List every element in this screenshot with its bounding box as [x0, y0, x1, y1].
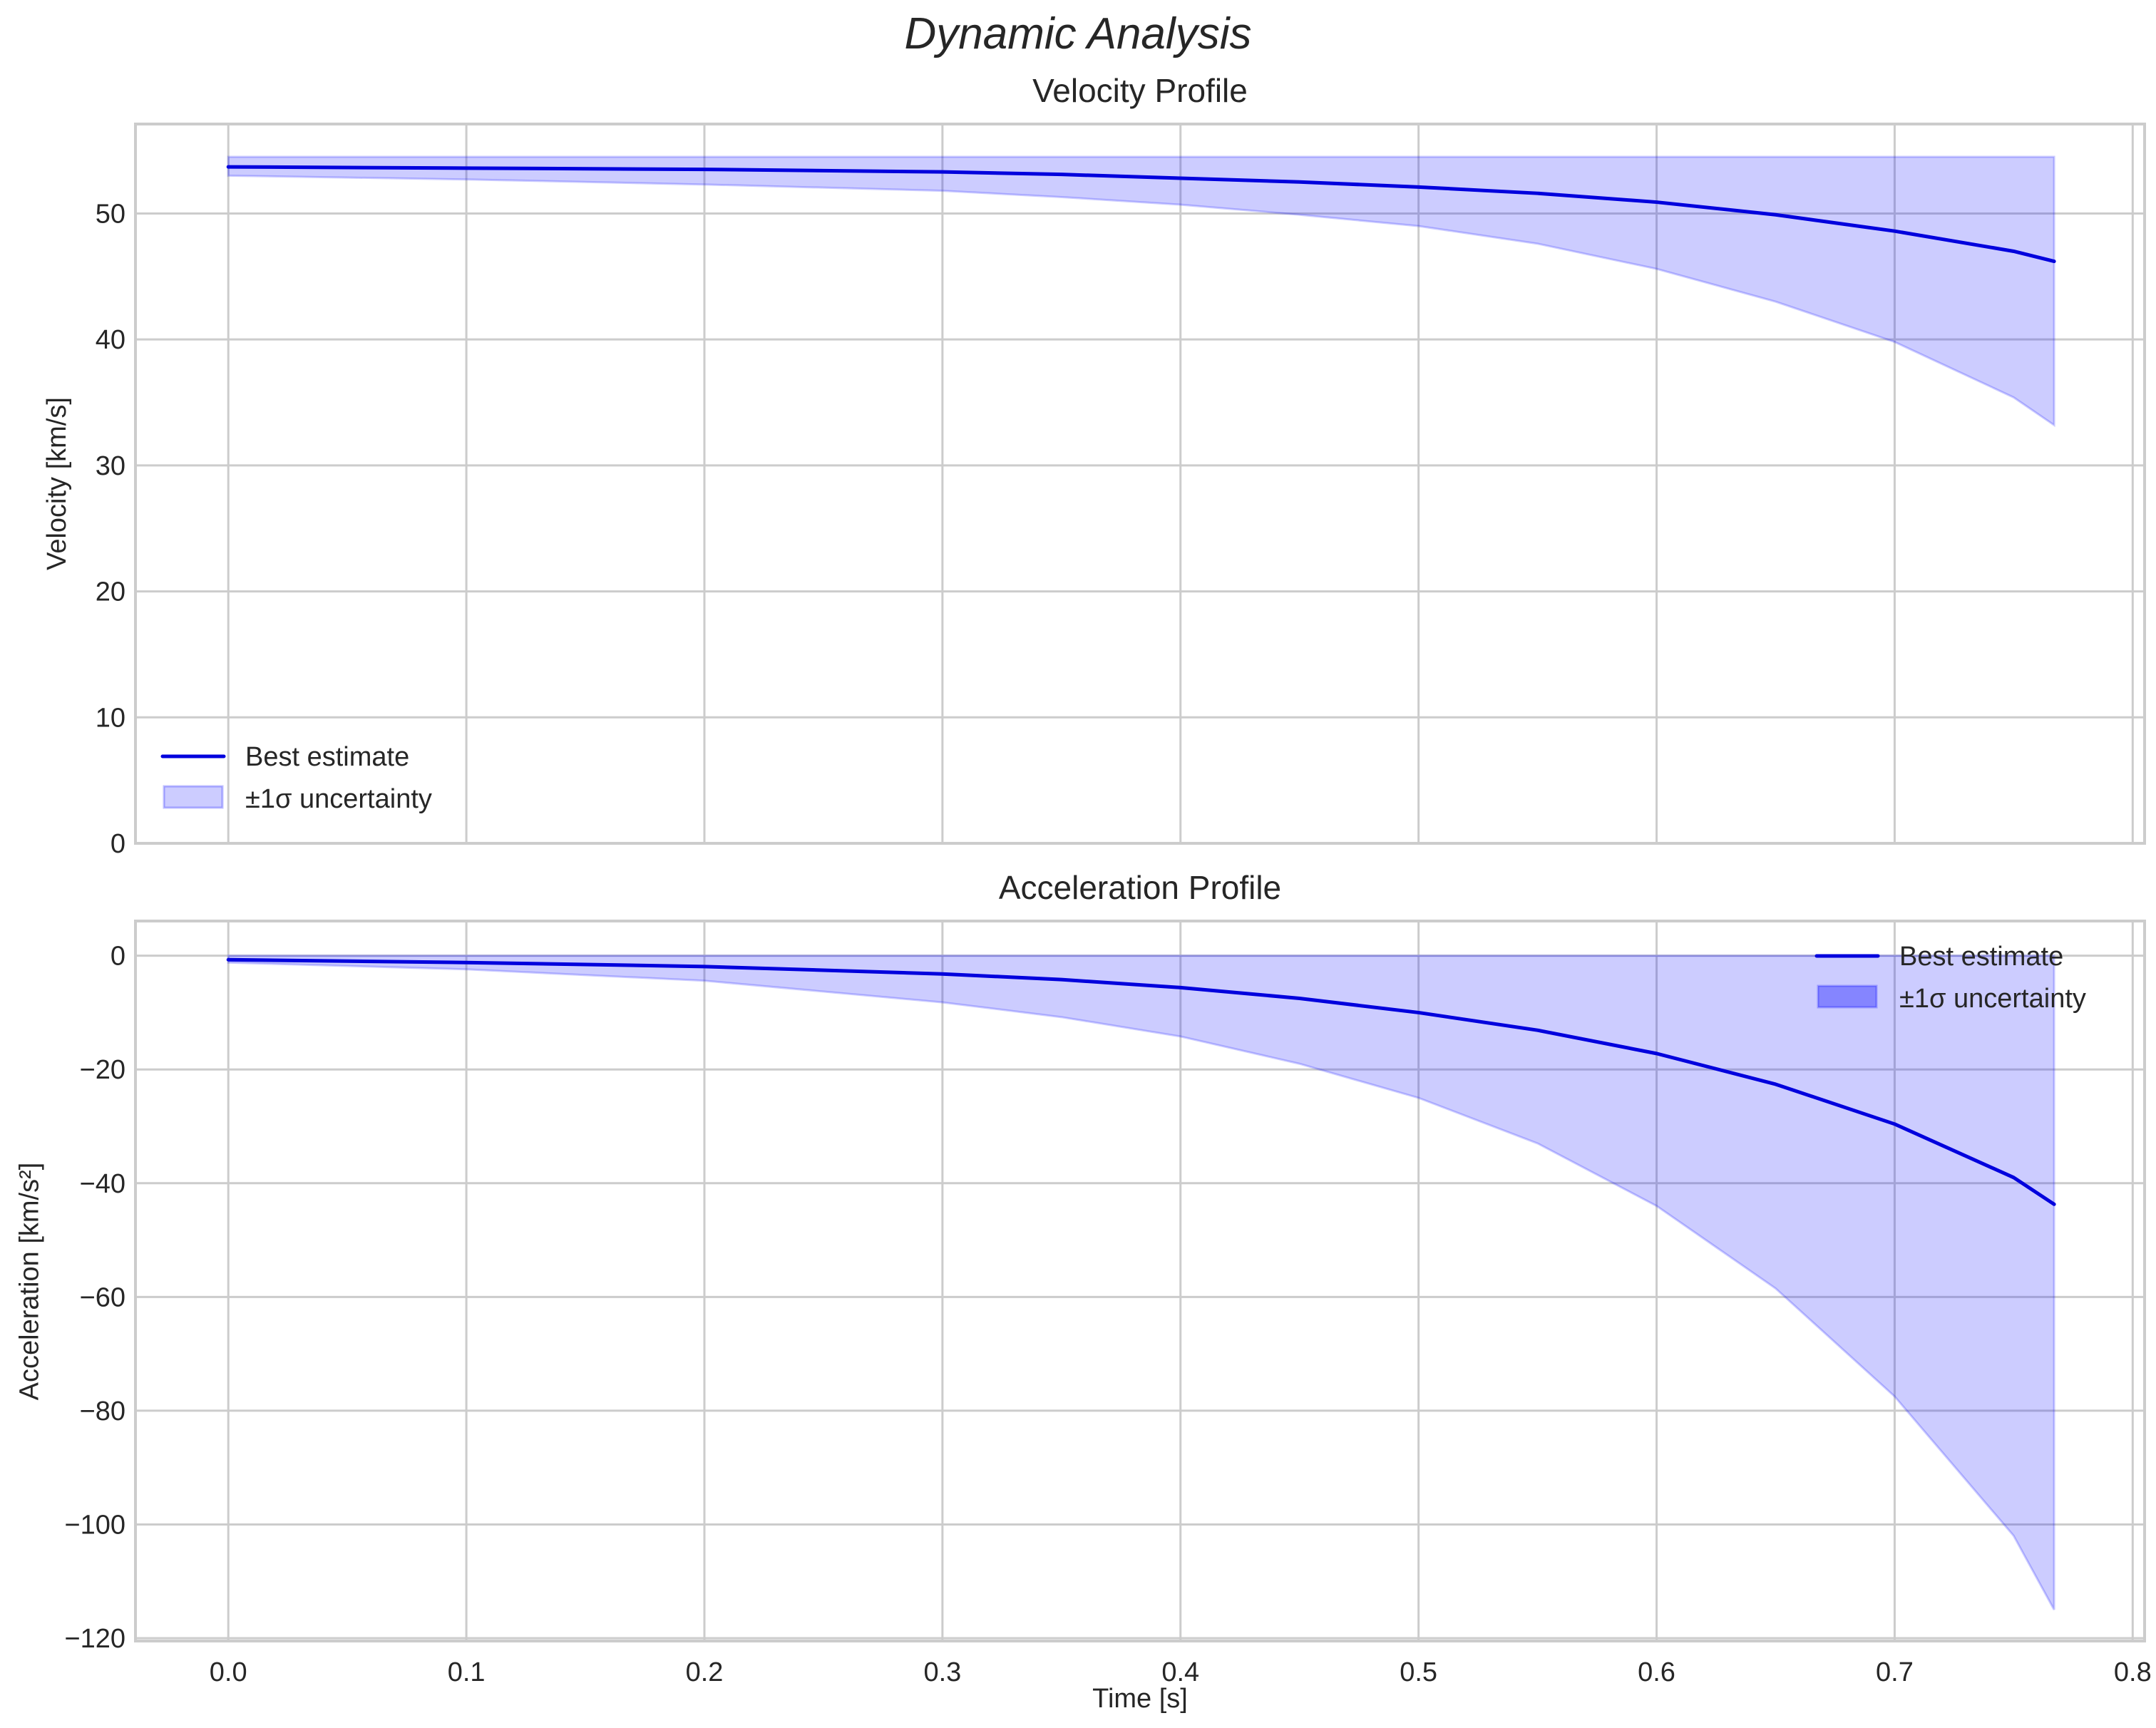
y-tick-label: 0 — [111, 942, 125, 972]
velocity-chart-title: Velocity Profile — [1032, 72, 1248, 109]
legend-label-uncertainty: ±1σ uncertainty — [1899, 984, 2086, 1014]
y-tick-label: 10 — [96, 703, 125, 733]
y-tick-label: 50 — [96, 199, 125, 229]
legend-label-best: Best estimate — [1899, 942, 2063, 972]
y-tick-label: −40 — [80, 1169, 125, 1199]
x-tick-label: 0.0 — [210, 1657, 247, 1687]
legend: Best estimate ±1σ uncertainty — [160, 742, 432, 814]
x-tick-label: 0.1 — [448, 1657, 486, 1687]
x-tick-label: 0.8 — [2114, 1657, 2152, 1687]
best-estimate-line — [226, 165, 2056, 264]
y-tick-label: −20 — [80, 1055, 125, 1085]
best-estimate-line — [226, 957, 2056, 1206]
x-tick-label: 0.7 — [1876, 1657, 1914, 1687]
acceleration-chart-title: Acceleration Profile — [998, 869, 1282, 906]
y-tick-label: 0 — [111, 829, 125, 859]
acceleration-plot: 0 −20 −40 −60 −80 −100 −120 0.0 0.1 0.2 0.3 0.4 0.5 0… — [64, 920, 2152, 1687]
y-tick-label: −120 — [64, 1624, 125, 1654]
y-tick-label: −60 — [80, 1282, 125, 1312]
legend-band-swatch — [1817, 984, 1878, 1009]
x-tick-label: 0.3 — [923, 1657, 961, 1687]
axes-frame — [134, 123, 2146, 845]
x-axis-label: Time [s] — [1092, 1684, 1188, 1714]
legend-band-swatch — [163, 785, 224, 809]
legend-label-uncertainty: ±1σ uncertainty — [245, 784, 432, 814]
velocity-plot: 0 10 20 30 40 50 Best estimate ±1σ uncertainty — [96, 123, 2146, 859]
uncertainty-band — [227, 155, 2055, 428]
x-tick-label: 0.6 — [1638, 1657, 1675, 1687]
y-tick-label: −100 — [64, 1510, 125, 1540]
axes-frame — [134, 920, 2146, 1642]
y-tick-label: 30 — [96, 451, 125, 481]
legend-label-best: Best estimate — [245, 742, 409, 772]
uncertainty-band — [227, 955, 2055, 1610]
x-tick-label: 0.2 — [686, 1657, 724, 1687]
x-tick-label: 0.5 — [1400, 1657, 1437, 1687]
legend: Best estimate ±1σ uncertainty — [1814, 942, 2086, 1014]
y-tick-label: 40 — [96, 325, 125, 355]
y-tick-label: −80 — [80, 1397, 125, 1426]
x-tick-label: 0.4 — [1161, 1657, 1199, 1687]
y-tick-label: 20 — [96, 577, 125, 607]
figure-suptitle: Dynamic Analysis — [904, 9, 1252, 58]
